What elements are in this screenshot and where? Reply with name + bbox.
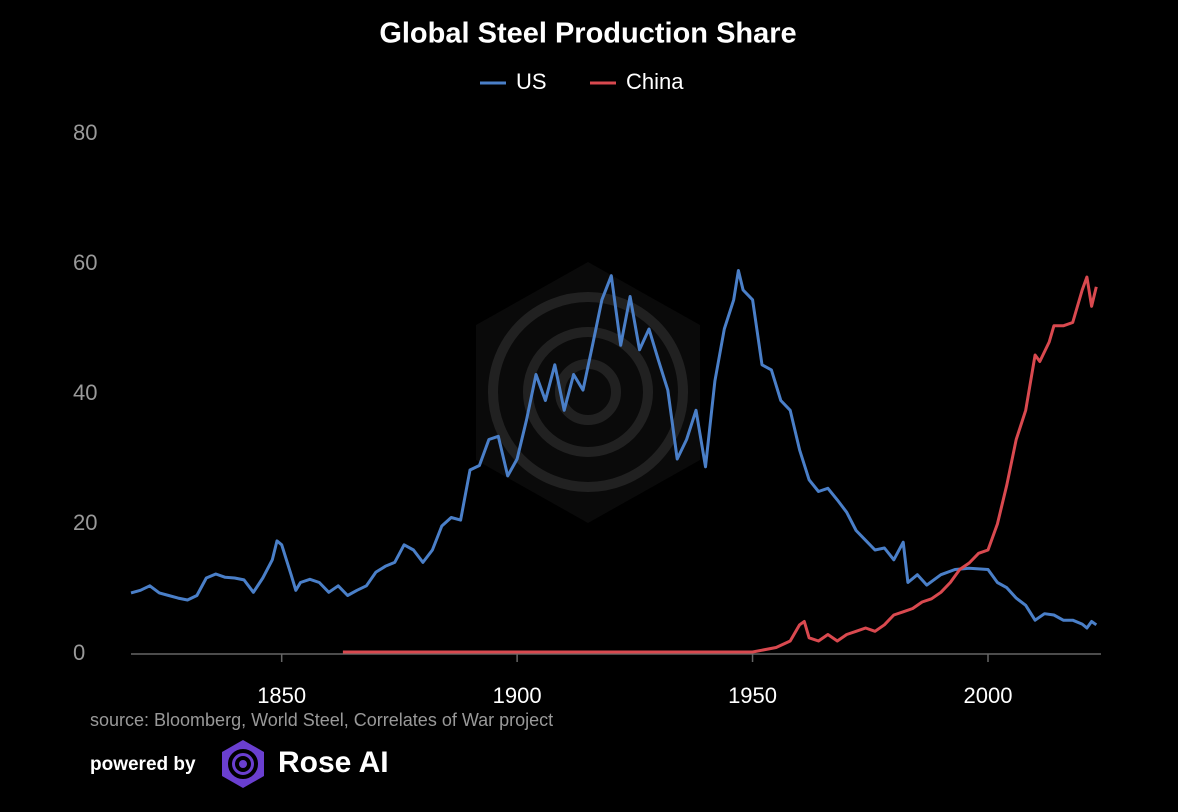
x-tick-label: 1850 — [257, 683, 306, 708]
y-tick-label: 0 — [73, 640, 85, 665]
y-tick-label: 20 — [73, 510, 97, 535]
legend-label: US — [516, 69, 547, 94]
x-tick-label: 1900 — [493, 683, 542, 708]
y-tick-label: 40 — [73, 380, 97, 405]
brand-name: Rose AI — [278, 746, 389, 779]
x-tick-label: 1950 — [728, 683, 777, 708]
y-tick-label: 80 — [73, 120, 97, 145]
legend-label: China — [626, 69, 684, 94]
series-line — [342, 275, 1098, 654]
source-note: source: Bloomberg, World Steel, Correlat… — [90, 710, 553, 730]
watermark — [488, 292, 688, 492]
x-tick-label: 2000 — [964, 683, 1013, 708]
y-tick-label: 60 — [73, 250, 97, 275]
powered-by: powered by — [90, 754, 196, 775]
series-line — [130, 269, 1098, 630]
brand-logo — [222, 740, 264, 788]
chart-title: Global Steel Production Share — [379, 18, 796, 50]
